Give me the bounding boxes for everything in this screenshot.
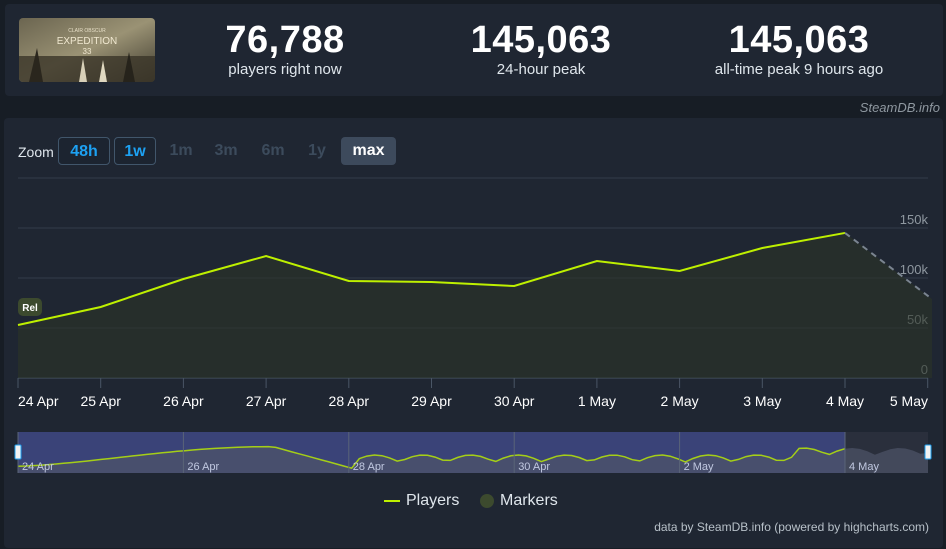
navigator-label: 24 Apr	[22, 461, 54, 473]
x-tick-label: 29 Apr	[411, 393, 452, 409]
x-tick-label: 1 May	[578, 393, 616, 409]
legend-players-label: Players	[406, 492, 460, 509]
x-tick-label: 25 Apr	[80, 393, 121, 409]
legend-players[interactable]: Players	[384, 492, 459, 510]
zoom-max-button[interactable]: max	[341, 137, 396, 165]
navigator-label: 4 May	[849, 461, 879, 473]
svg-text:33: 33	[83, 47, 92, 56]
zoom-3m-button[interactable]: 3m	[214, 142, 238, 159]
zoom-48h-button[interactable]: 48h	[58, 137, 110, 165]
stat-label: players right now	[228, 61, 342, 78]
y-tick-label: 100k	[900, 262, 929, 277]
x-tick-label: 24 Apr	[18, 393, 59, 409]
players-area	[18, 232, 932, 378]
x-tick-label: 26 Apr	[163, 393, 204, 409]
zoom-1y-button[interactable]: 1y	[308, 142, 326, 159]
players-line	[17, 231, 846, 326]
players-projection-line	[844, 232, 933, 300]
navigator-handle	[924, 444, 932, 460]
navigator-label: 30 Apr	[518, 461, 550, 473]
y-tick-label: 150k	[900, 212, 929, 227]
x-tick-label: 5 May	[890, 393, 928, 409]
x-tick-label: 30 Apr	[494, 393, 535, 409]
all-time-peak-stat: 145,063 all-time peak 9 hours ago	[701, 20, 897, 80]
svg-text:CLAIR OBSCUR: CLAIR OBSCUR	[68, 28, 106, 34]
legend-players-swatch	[384, 499, 400, 502]
peak-24h-stat: 145,063 24-hour peak	[451, 20, 631, 80]
legend-markers[interactable]: Markers	[480, 492, 558, 510]
navigator-label: 2 May	[684, 461, 714, 473]
stat-value: 145,063	[470, 19, 612, 61]
navigator-area	[18, 446, 928, 473]
current-players-stat: 76,788 players right now	[205, 20, 365, 80]
release-marker-label: Rel	[22, 303, 38, 314]
x-tick-label: 3 May	[743, 393, 781, 409]
chart-footer[interactable]: data by SteamDB.info (powered by highcha…	[654, 520, 929, 534]
stat-value: 145,063	[728, 19, 870, 61]
stat-label: all-time peak 9 hours ago	[714, 61, 884, 78]
legend-markers-swatch	[480, 493, 494, 508]
stats-header: CLAIR OBSCUR EXPEDITION 33 76,788 player…	[5, 4, 943, 96]
stat-value: 76,788	[225, 19, 345, 61]
svg-text:EXPEDITION: EXPEDITION	[57, 36, 118, 47]
x-tick-label: 28 Apr	[329, 393, 370, 409]
x-tick-label: 27 Apr	[246, 393, 287, 409]
zoom-1m-button[interactable]: 1m	[169, 142, 193, 159]
navigator-label: 28 Apr	[353, 461, 385, 473]
game-thumbnail[interactable]: CLAIR OBSCUR EXPEDITION 33	[19, 18, 155, 82]
stat-label: 24-hour peak	[496, 61, 586, 78]
navigator-label: 26 Apr	[187, 461, 219, 473]
zoom-6m-button[interactable]: 6m	[261, 142, 285, 159]
x-tick-label: 4 May	[826, 393, 864, 409]
release-marker	[18, 298, 42, 316]
navigator-line	[17, 445, 845, 470]
zoom-label: Zoom	[18, 144, 54, 160]
zoom-1w-button[interactable]: 1w	[114, 137, 156, 165]
steamdb-credit[interactable]: SteamDB.info	[859, 100, 940, 115]
chart-panel: Zoom 48h 1w 1m 3m 6m 1y max 050k100k150k…	[4, 118, 943, 548]
x-tick-label: 2 May	[661, 393, 699, 409]
navigator-handle	[14, 444, 22, 460]
legend-markers-label: Markers	[500, 492, 558, 509]
